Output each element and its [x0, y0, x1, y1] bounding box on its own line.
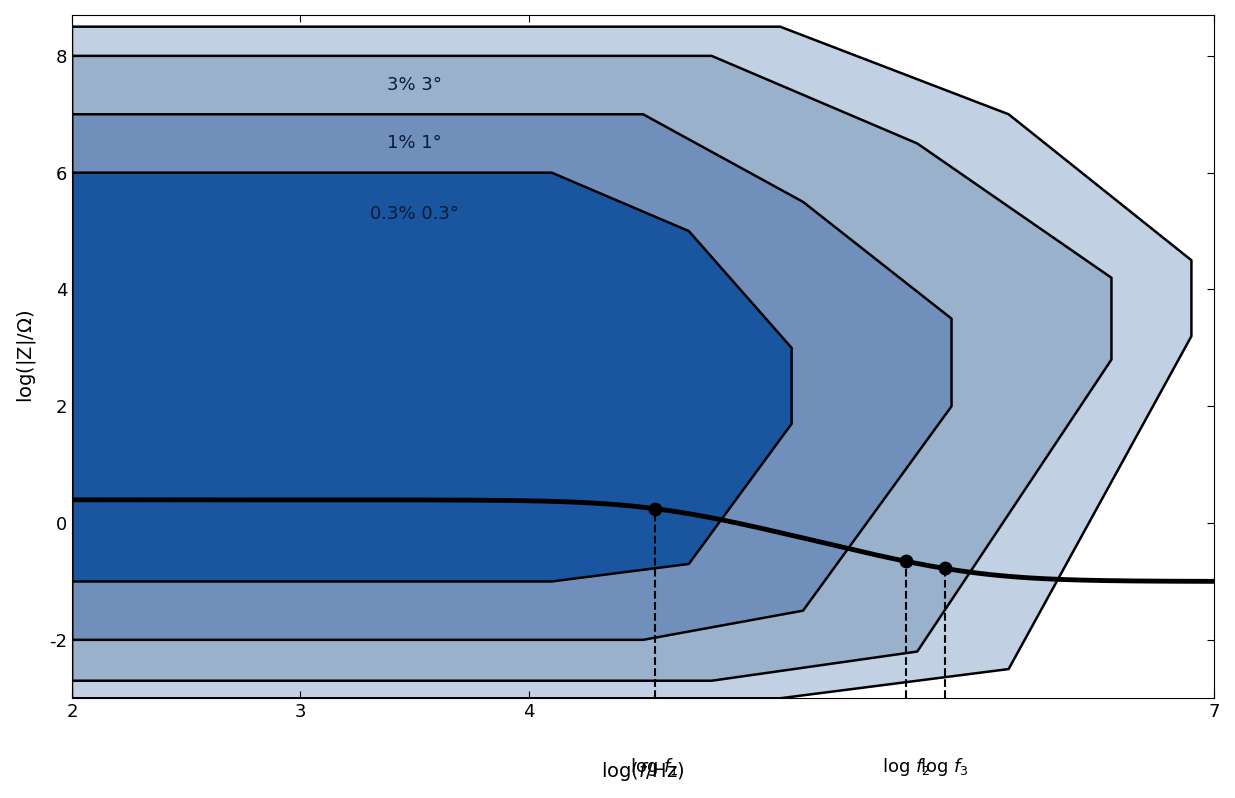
- Text: 1% 1°: 1% 1°: [388, 135, 442, 152]
- Text: 3% 3°: 3% 3°: [387, 76, 442, 94]
- Y-axis label: log(|Z|/$\Omega$): log(|Z|/$\Omega$): [15, 310, 38, 403]
- Point: [895, 555, 915, 567]
- Polygon shape: [72, 56, 1112, 681]
- Polygon shape: [72, 26, 1192, 698]
- Polygon shape: [72, 114, 951, 640]
- X-axis label: log($f$/Hz): log($f$/Hz): [601, 760, 684, 783]
- Point: [935, 562, 955, 575]
- Text: log $f_1$: log $f_1$: [630, 757, 679, 778]
- Text: log $f_3$: log $f_3$: [920, 757, 969, 778]
- Point: [645, 502, 664, 515]
- Text: 0.3% 0.3°: 0.3% 0.3°: [370, 204, 459, 223]
- Polygon shape: [72, 172, 792, 582]
- Text: log $f_2$: log $f_2$: [882, 757, 930, 778]
